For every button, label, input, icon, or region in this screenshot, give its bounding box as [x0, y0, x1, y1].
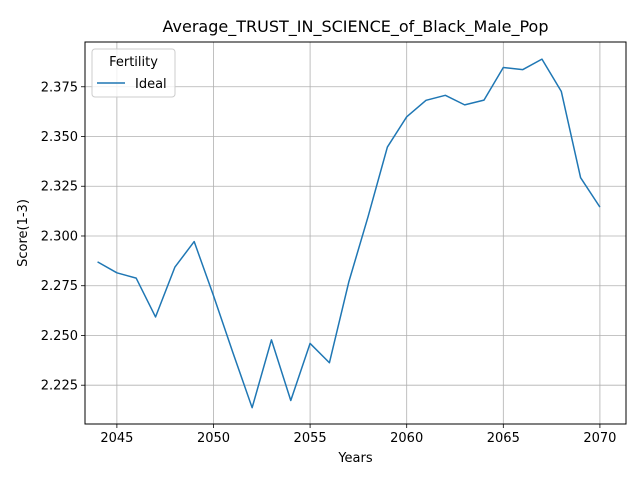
y-tick-label: 2.350: [41, 130, 78, 145]
y-tick-label: 2.275: [41, 279, 78, 294]
x-tick-label: 2050: [197, 431, 230, 446]
x-axis-label: Years: [337, 451, 373, 466]
x-tick-label: 2060: [390, 431, 423, 446]
x-tick-label: 2055: [294, 431, 327, 446]
legend-label-ideal: Ideal: [135, 77, 167, 92]
y-tick-label: 2.300: [41, 229, 78, 244]
x-tick-label: 2065: [487, 431, 520, 446]
series-layer: [97, 58, 601, 409]
legend-title: Fertility: [109, 55, 158, 70]
y-tick-label: 2.250: [41, 329, 78, 344]
y-axis-label: Score(1-3): [16, 199, 31, 267]
y-tick-label: 2.225: [41, 379, 78, 394]
grid: [85, 42, 626, 424]
x-tick-label: 2070: [583, 431, 616, 446]
legend-box: [91, 48, 176, 98]
series-line-ideal: [97, 58, 601, 409]
y-axis: 2.225 2.250 2.275 2.300 2.325 2.350 2.375: [41, 80, 85, 394]
x-axis: 2045 2050 2055 2060 2065 2070: [100, 424, 616, 446]
legend: Fertility Ideal: [91, 48, 176, 98]
x-tick-label: 2045: [100, 431, 133, 446]
y-tick-label: 2.375: [41, 80, 78, 95]
chart-title: Average_TRUST_IN_SCIENCE_of_Black_Male_P…: [163, 17, 549, 37]
y-tick-label: 2.325: [41, 180, 78, 195]
plot-area-frame: [84, 41, 627, 425]
